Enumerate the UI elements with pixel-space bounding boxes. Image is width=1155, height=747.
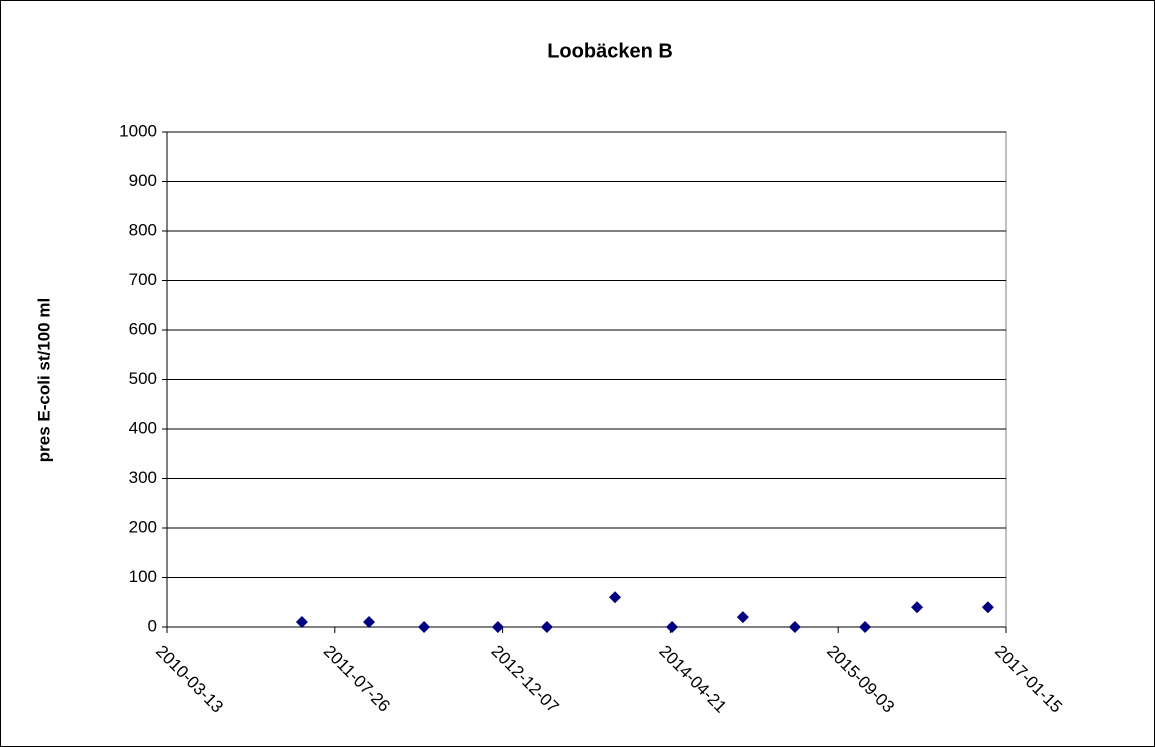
y-tick-label: 600: [129, 319, 157, 338]
data-point: [363, 616, 376, 629]
data-point: [911, 601, 924, 614]
data-point: [736, 611, 749, 624]
y-tick-label: 0: [148, 616, 157, 635]
data-point: [491, 621, 504, 633]
y-tick-label: 400: [129, 418, 157, 437]
data-point: [859, 621, 872, 633]
data-point: [295, 616, 308, 629]
y-tick-label: 200: [129, 517, 157, 536]
y-tick-label: 900: [129, 171, 157, 190]
y-tick-label: 500: [129, 369, 157, 388]
y-axis-label: pres E-coli st/100 ml: [34, 298, 53, 462]
data-point: [981, 601, 994, 614]
y-tick-label: 1000: [119, 121, 157, 140]
y-tick-label: 100: [129, 567, 157, 586]
y-tick-label: 700: [129, 270, 157, 289]
data-point: [788, 621, 801, 633]
y-tick-label: 800: [129, 220, 157, 239]
data-point: [540, 621, 553, 633]
y-tick-label: 300: [129, 468, 157, 487]
data-point: [666, 621, 679, 633]
data-point: [418, 621, 431, 633]
chart-title: Loobäcken B: [547, 40, 673, 62]
data-point: [609, 591, 622, 604]
